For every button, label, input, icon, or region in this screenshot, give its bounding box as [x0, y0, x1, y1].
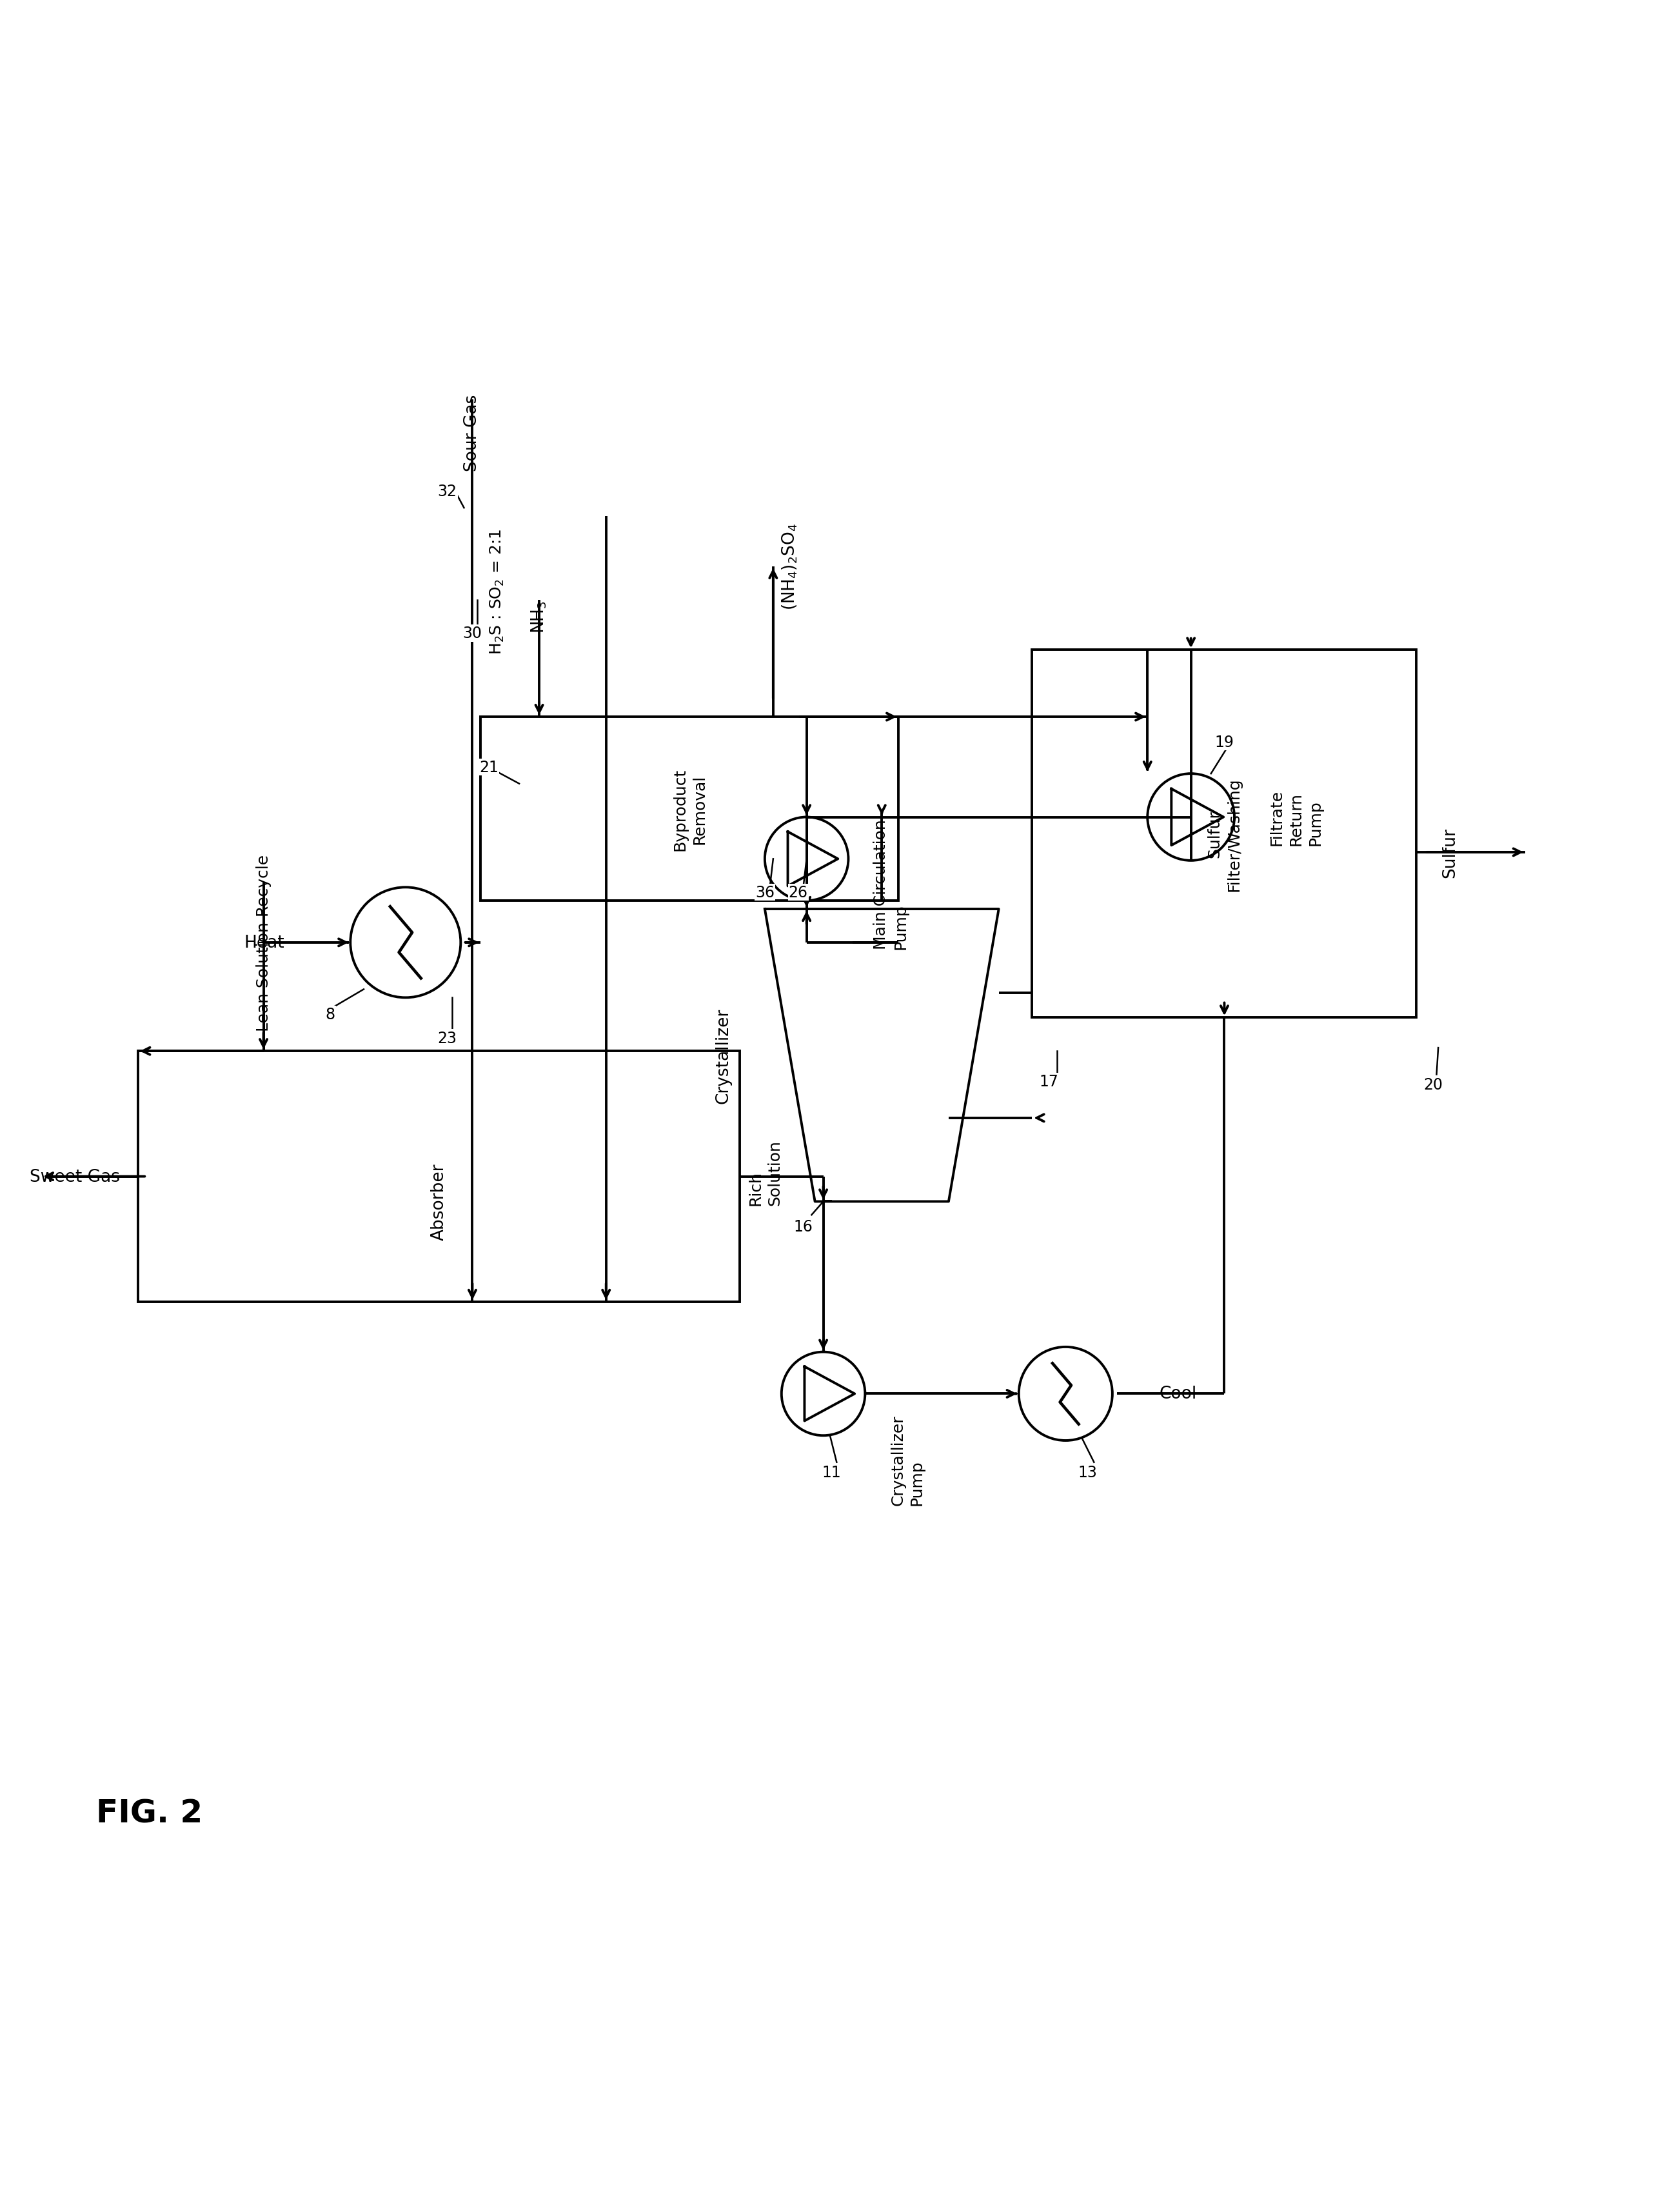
Text: 21: 21: [479, 760, 499, 775]
Text: Rich
Solution: Rich Solution: [748, 1139, 783, 1205]
Bar: [480, 718, 899, 901]
Text: 23: 23: [437, 1031, 457, 1046]
Bar: [1032, 650, 1416, 1018]
Text: H$_2$S : SO$_2$ = 2:1: H$_2$S : SO$_2$ = 2:1: [489, 529, 506, 654]
Text: 13: 13: [1077, 1465, 1097, 1480]
Text: Crystallizer: Crystallizer: [714, 1007, 731, 1104]
Text: Sour Gas: Sour Gas: [464, 394, 480, 471]
Bar: [138, 1051, 739, 1302]
Text: 17: 17: [1040, 1073, 1058, 1088]
Text: Heat: Heat: [244, 934, 284, 952]
Text: Cool: Cool: [1159, 1386, 1196, 1403]
Text: Filtrate
Return
Pump: Filtrate Return Pump: [1268, 789, 1322, 846]
Text: Main Circulation
Pump: Main Circulation Pump: [874, 820, 909, 949]
Polygon shape: [764, 910, 998, 1203]
Text: (NH$_4$)$_2$SO$_4$: (NH$_4$)$_2$SO$_4$: [781, 522, 800, 610]
Text: Lean Solution Recycle: Lean Solution Recycle: [255, 855, 270, 1031]
Text: Absorber: Absorber: [430, 1163, 447, 1240]
Text: Sulfur: Sulfur: [1441, 828, 1458, 877]
Text: 16: 16: [793, 1218, 813, 1234]
Text: Byproduct
Removal: Byproduct Removal: [672, 767, 707, 850]
Text: 19: 19: [1215, 734, 1235, 749]
Text: 26: 26: [788, 886, 808, 901]
Text: Sulfur
Filter/Washing: Sulfur Filter/Washing: [1206, 778, 1242, 890]
Text: NH$_3$: NH$_3$: [529, 601, 548, 634]
Text: 36: 36: [754, 886, 774, 901]
Text: Sweet Gas: Sweet Gas: [30, 1168, 119, 1185]
Text: 32: 32: [437, 485, 457, 500]
Text: 20: 20: [1423, 1077, 1443, 1093]
Text: 11: 11: [822, 1465, 842, 1480]
Text: 30: 30: [462, 626, 482, 641]
Text: Crystallizer
Pump: Crystallizer Pump: [890, 1414, 924, 1505]
Text: 8: 8: [326, 1007, 336, 1022]
Text: FIG. 2: FIG. 2: [96, 1798, 203, 1828]
